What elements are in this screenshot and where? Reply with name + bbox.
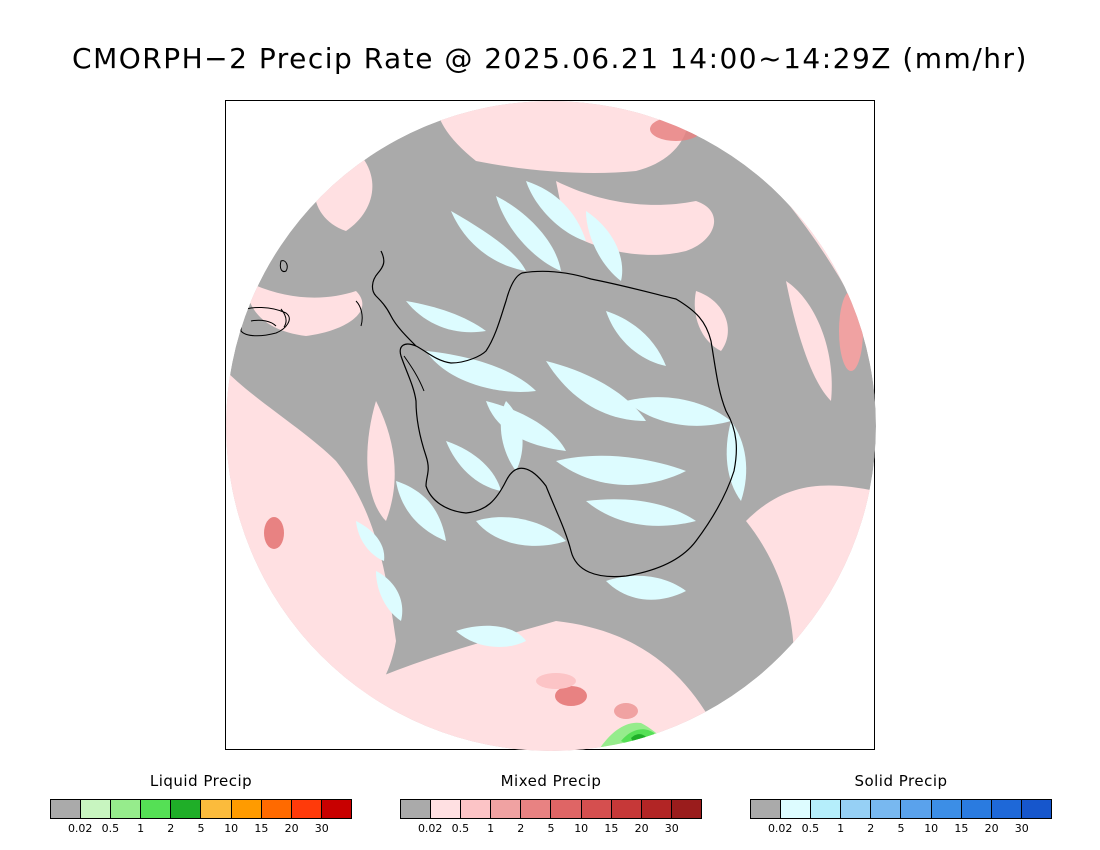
colorbar-swatch: [231, 800, 262, 818]
colorbar-tick-label: 0.02: [767, 822, 793, 835]
legend-title: Mixed Precip: [500, 772, 602, 790]
colorbar-tick-label: 2: [867, 822, 875, 835]
colorbar-swatch: [811, 800, 842, 818]
colorbar-swatch: [291, 800, 322, 818]
colorbar-swatch: [751, 800, 782, 818]
colorbar-tick-label: 20: [984, 822, 999, 835]
colorbar-swatch: [841, 800, 872, 818]
legend-title: Solid Precip: [854, 772, 948, 790]
colorbar-swatch: [171, 800, 202, 818]
colorbar-tick-label: 15: [604, 822, 619, 835]
colorbar-tick-label: 5: [897, 822, 905, 835]
colorbar-tick-label: 2: [517, 822, 525, 835]
colorbar-swatch: [871, 800, 902, 818]
colorbar-swatch: [111, 800, 142, 818]
colorbar-swatch: [781, 800, 812, 818]
colorbar-swatch: [51, 800, 82, 818]
legend-liquid: Liquid Precip 0.02 0.5 1 2 5 10 15 20 30: [50, 772, 352, 838]
colorbar-tick-label: 20: [634, 822, 649, 835]
colorbar-swatch: [931, 800, 962, 818]
colorbar-tick-label: 2: [167, 822, 175, 835]
colorbar-swatch: [521, 800, 552, 818]
colorbar-swatch: [141, 800, 172, 818]
colorbar-tick-label: 20: [284, 822, 299, 835]
colorbar-ticks: 0.02 0.5 1 2 5 10 15 20 30: [50, 822, 352, 838]
colorbar-swatch: [321, 800, 351, 818]
colorbar-tick-label: 15: [254, 822, 269, 835]
colorbar-swatch: [641, 800, 672, 818]
colorbar-swatch: [901, 800, 932, 818]
colorbar-swatch: [461, 800, 492, 818]
colorbar-tick-label: 1: [487, 822, 495, 835]
colorbar-swatch: [611, 800, 642, 818]
colorbar-ticks: 0.02 0.5 1 2 5 10 15 20 30: [750, 822, 1052, 838]
colorbar-ticks: 0.02 0.5 1 2 5 10 15 20 30: [400, 822, 702, 838]
colorbar-tick-label: 0.02: [67, 822, 93, 835]
legend-solid: Solid Precip 0.02 0.5 1 2 5 10 15 20 30: [750, 772, 1052, 838]
colorbar-swatch: [491, 800, 522, 818]
colorbar-tick-label: 15: [954, 822, 969, 835]
colorbar-tick-label: 0.5: [451, 822, 470, 835]
colorbar: [750, 799, 1052, 819]
islands-coastline: [240, 260, 425, 392]
legend-title: Liquid Precip: [149, 772, 253, 790]
colorbar-swatch: [961, 800, 992, 818]
colorbar-tick-label: 5: [197, 822, 205, 835]
colorbar-swatch: [1021, 800, 1051, 818]
colorbar-swatch: [261, 800, 292, 818]
antarctic-peninsula-coastline: [371, 250, 417, 347]
colorbar-tick-label: 0.5: [801, 822, 820, 835]
colorbar-swatch: [401, 800, 432, 818]
antarctica-coastline: [399, 270, 737, 578]
map-title: CMORPH−2 Precip Rate @ 2025.06.21 14:00~…: [72, 42, 1028, 75]
colorbar-swatch: [991, 800, 1022, 818]
colorbar-tick-label: 30: [1014, 822, 1029, 835]
colorbar-tick-label: 10: [574, 822, 589, 835]
legend-mixed: Mixed Precip 0.02 0.5 1 2 5 10 15 20 30: [400, 772, 702, 838]
colorbar-swatch: [201, 800, 232, 818]
colorbar-swatch: [581, 800, 612, 818]
map-panel: [225, 100, 876, 751]
colorbar-tick-label: 0.5: [101, 822, 120, 835]
colorbar-tick-label: 5: [547, 822, 555, 835]
colorbar-swatch: [671, 800, 701, 818]
colorbar-tick-label: 1: [137, 822, 145, 835]
colorbar-tick-label: 0.02: [417, 822, 443, 835]
colorbar: [400, 799, 702, 819]
colorbar-tick-label: 1: [837, 822, 845, 835]
colorbar: [50, 799, 352, 819]
colorbar-tick-label: 10: [924, 822, 939, 835]
polar-map: [226, 101, 876, 751]
colorbar-swatch: [431, 800, 462, 818]
colorbar-swatch: [551, 800, 582, 818]
colorbar-tick-label: 10: [224, 822, 239, 835]
colorbar-tick-label: 30: [664, 822, 679, 835]
solid-precip-regions: [356, 181, 747, 647]
colorbar-swatch: [81, 800, 112, 818]
colorbar-tick-label: 30: [314, 822, 329, 835]
